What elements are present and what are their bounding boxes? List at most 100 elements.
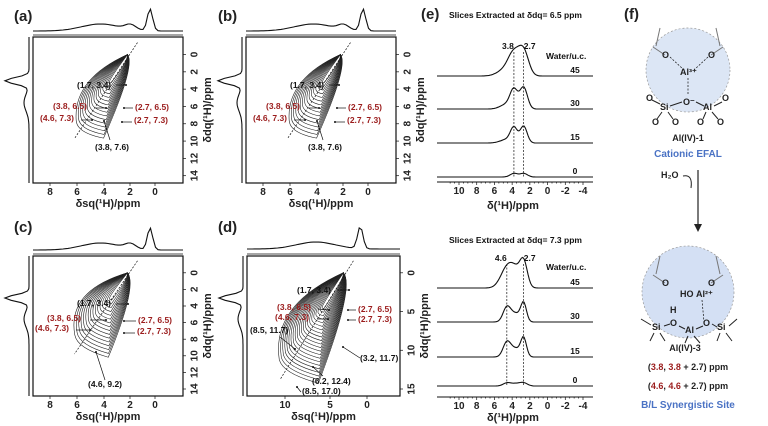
x-tick-label: 6 xyxy=(74,400,80,411)
x-tick-label: 10 xyxy=(453,401,465,412)
contour-line xyxy=(317,53,341,91)
left-projection xyxy=(3,256,30,396)
contour-line xyxy=(89,54,129,117)
contour-line xyxy=(299,272,345,349)
x-tick-label: 2 xyxy=(340,187,346,198)
peak-marker-label: 2.7 xyxy=(524,253,536,263)
peak-annotation: (4.6, 7.3) xyxy=(35,323,69,333)
oxygen: O xyxy=(646,93,653,103)
contour-line xyxy=(288,272,346,366)
x-tick-label: 0 xyxy=(364,400,370,411)
y-tick-label: 0 xyxy=(190,51,201,57)
x-tick-label: 2 xyxy=(127,400,133,411)
contour-line xyxy=(90,272,129,331)
diagonal-line xyxy=(74,42,138,139)
contour-line xyxy=(297,54,342,124)
x-axis-title: δsq(¹H)/ppm xyxy=(76,198,141,210)
silicon-atom: Si xyxy=(660,102,669,112)
y-tick-label: 5 xyxy=(407,308,418,314)
x-tick-label: 8 xyxy=(474,186,480,197)
x-tick-label: 0 xyxy=(152,400,158,411)
y-axis-title: δdq(¹H)/ppm xyxy=(419,293,431,359)
contour-line xyxy=(322,53,341,84)
peak-annotation: (4.6, 9.2) xyxy=(88,379,122,389)
framework-oxygen: O xyxy=(662,278,669,288)
water-loading-label: 0 xyxy=(573,166,578,176)
bronsted-h: H xyxy=(670,305,677,315)
y-axis-title: δdq(¹H)/ppm xyxy=(415,77,427,143)
legend-title-bottom: Water/u.c. xyxy=(546,262,586,272)
peak-annotation: (6.2, 12.4) xyxy=(312,376,351,386)
y-tick-label: 10 xyxy=(190,135,201,147)
y-tick-label: 6 xyxy=(403,103,414,109)
x-tick-label: -4 xyxy=(579,401,588,412)
x-tick-label: 2 xyxy=(127,187,133,198)
cage-bubble-1 xyxy=(645,27,731,113)
contour-line xyxy=(290,272,346,363)
contour-line xyxy=(278,272,347,384)
peak-annotation: (3.2, 11.7) xyxy=(360,353,398,363)
slice-trace xyxy=(437,44,593,77)
x-tick-label: 4 xyxy=(101,187,107,198)
framework-bonds-1 xyxy=(652,27,724,56)
y-tick-label: 6 xyxy=(190,319,201,325)
aluminum-atom: Al xyxy=(703,102,712,112)
contour-line xyxy=(295,54,343,128)
contour-line xyxy=(107,53,128,87)
water-loading-label: 45 xyxy=(570,65,580,75)
slice-trace xyxy=(437,125,593,144)
panel-c: (c) 8 6 4 2 0 0 2 4 6 8 10 12 14 δsq(¹H)/ppm δdq(¹H)/p… xyxy=(3,219,214,423)
peak-annotation: (3.8, 6.5) xyxy=(53,101,87,111)
panel-label: (b) xyxy=(218,8,237,25)
peak-marker-label: 4.6 xyxy=(495,253,507,263)
contour-line xyxy=(299,54,342,120)
x-tick-label: 0 xyxy=(545,401,551,412)
y-tick-label: 10 xyxy=(407,344,418,356)
y-tick-label: 12 xyxy=(403,152,414,164)
x-tick-label: -2 xyxy=(561,401,570,412)
diagonal-line xyxy=(287,42,351,139)
framework-oxygen: O xyxy=(708,278,715,288)
site3-name: Al(IV)-3 xyxy=(669,343,701,353)
y-tick-label: 10 xyxy=(403,135,414,147)
contour-line xyxy=(303,272,345,341)
oxygen: O xyxy=(697,117,704,127)
slice-trace xyxy=(437,172,593,178)
al2-cation: Al²⁺ xyxy=(696,289,713,299)
contour-line xyxy=(291,54,343,135)
peak-annotation: (1.7, 3.4) xyxy=(290,80,324,90)
x-tick-label: 8 xyxy=(47,400,53,411)
water-loading-label: 0 xyxy=(573,375,578,385)
left-projection xyxy=(217,256,244,396)
hydroxyl: HO xyxy=(680,289,694,299)
y-tick-label: 8 xyxy=(403,121,414,127)
oxygen: O xyxy=(703,318,710,328)
contour-line xyxy=(280,272,347,380)
contour-line xyxy=(301,272,345,345)
y-tick-label: 12 xyxy=(190,152,201,164)
contour-plot xyxy=(73,272,131,358)
contour-line xyxy=(85,272,130,339)
contour-line xyxy=(296,272,346,352)
y-tick-label: 0 xyxy=(407,270,418,276)
panel-e: (e) Slices Extracted at δdq= 6.5 ppm Wat… xyxy=(421,6,593,424)
slice-trace xyxy=(437,86,593,110)
contour-line xyxy=(306,54,342,109)
panel-label: (e) xyxy=(421,6,439,23)
contour-line xyxy=(80,54,130,132)
contour-line xyxy=(104,53,128,91)
peak-annotation: (2.7, 6.5) xyxy=(138,315,172,325)
x-tick-label: 4 xyxy=(101,400,107,411)
y-axis-title: δdq(¹H)/ppm xyxy=(202,293,214,359)
silicon-atom: Si xyxy=(652,322,661,332)
contour-line xyxy=(294,272,346,356)
contour-line xyxy=(309,272,345,331)
peak-annotation: (8.5, 17.0) xyxy=(302,386,341,396)
x-tick-label: 8 xyxy=(47,187,53,198)
y-tick-label: 15 xyxy=(407,383,418,395)
reagent-arrow xyxy=(682,175,692,189)
contour-line xyxy=(78,272,130,350)
left-projection xyxy=(216,37,243,183)
x-tick-label: 6 xyxy=(74,187,80,198)
contour-plot xyxy=(288,53,343,139)
